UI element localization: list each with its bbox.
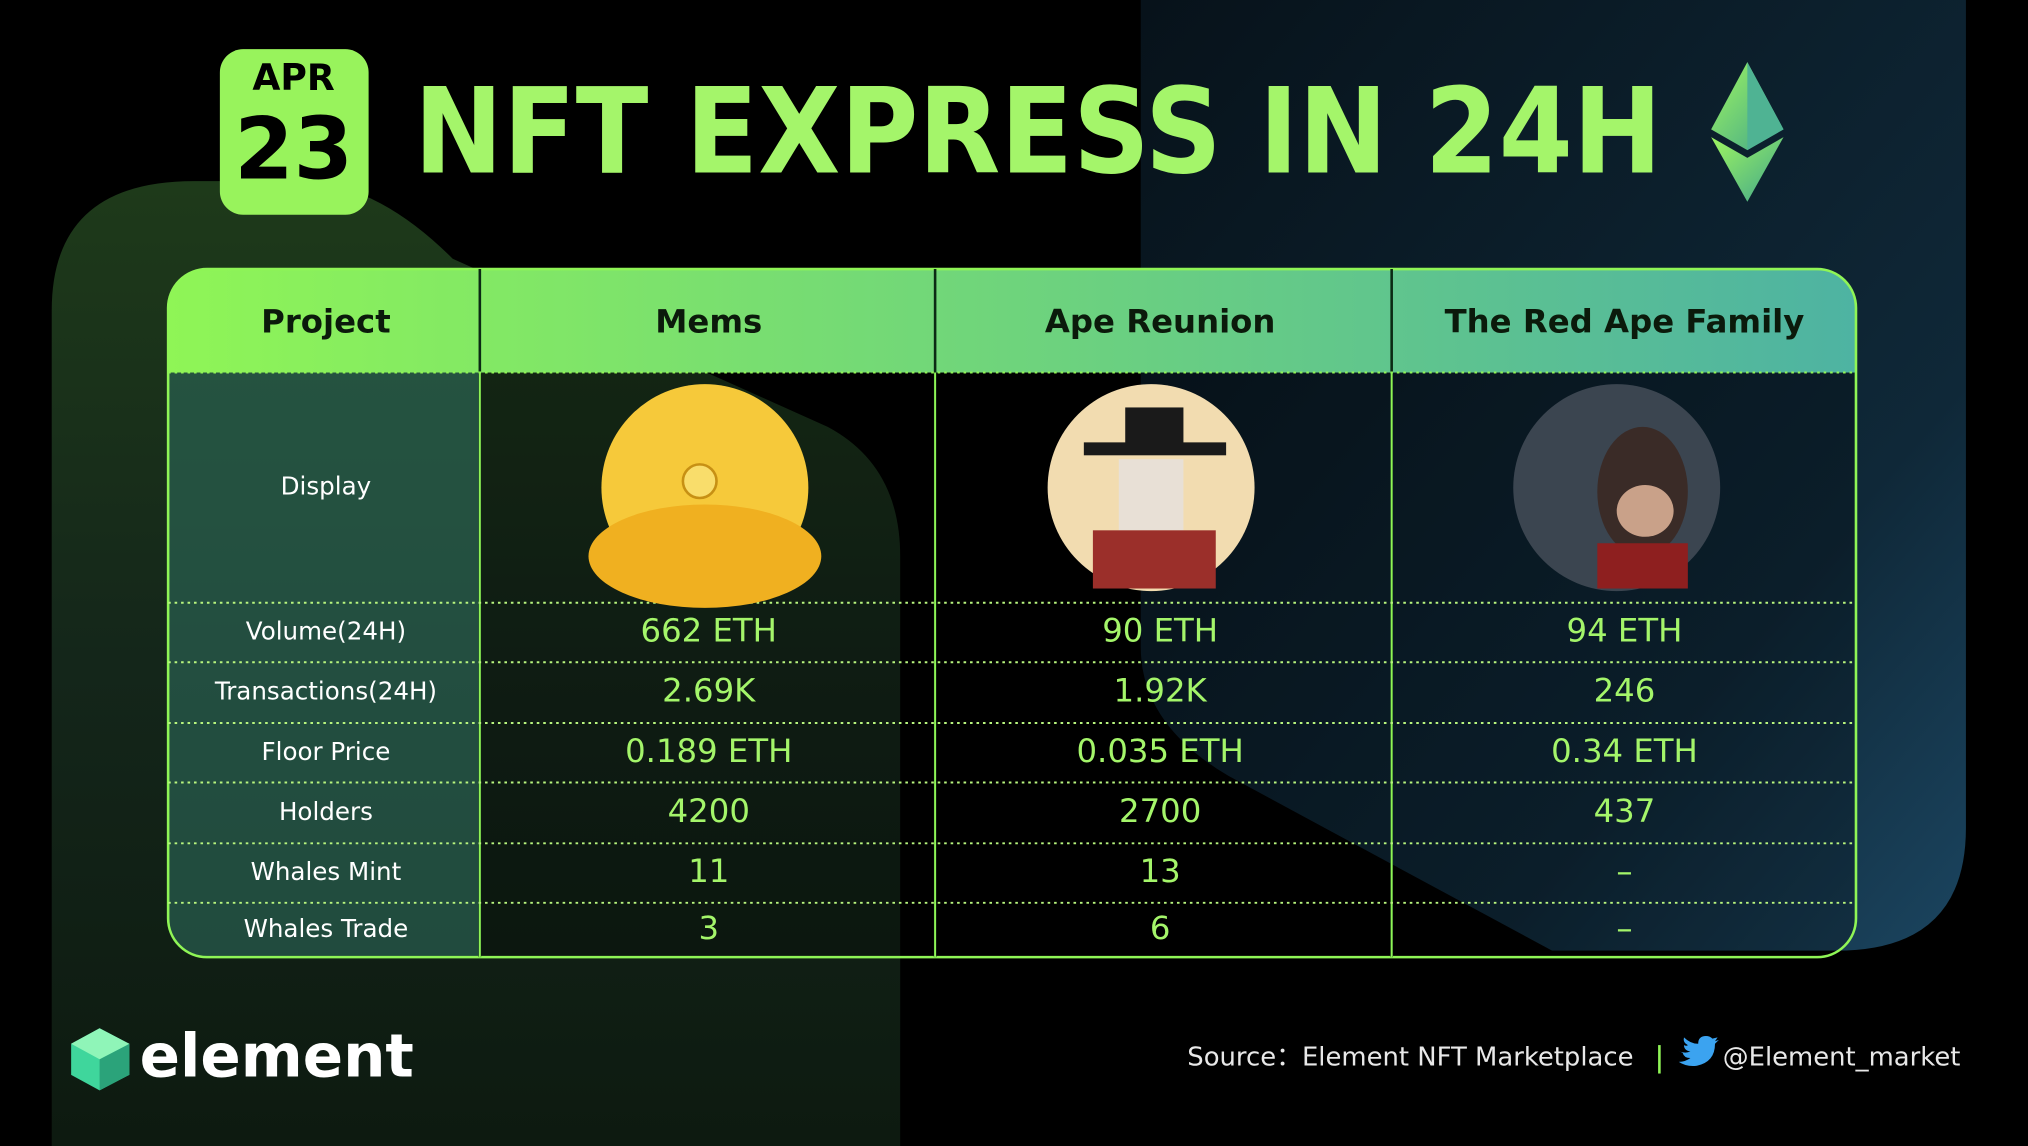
element-logo xyxy=(71,1028,130,1091)
column-header: Mems xyxy=(655,302,762,340)
cell-value: 6 xyxy=(1150,909,1171,947)
cell-value: 437 xyxy=(1594,792,1656,830)
eth-logo xyxy=(1711,62,1784,202)
cell-value: 94 ETH xyxy=(1567,611,1683,649)
table-cells: Project Mems Ape Reunion The Red Ape Family… xyxy=(214,302,1805,947)
cell-value: 13 xyxy=(1140,852,1181,890)
source: Source：Element NFT Marketplace xyxy=(1187,1043,1633,1073)
cell-value: 0.035 ETH xyxy=(1076,732,1243,770)
column-header: Project xyxy=(261,302,390,340)
row-label: Transactions(24H) xyxy=(214,677,437,706)
cell-value: 662 ETH xyxy=(641,611,777,649)
cell-value: 0.189 ETH xyxy=(625,732,792,770)
cell-value: 246 xyxy=(1594,672,1656,710)
row-label: Display xyxy=(281,472,372,501)
twitter-icon xyxy=(1677,1036,1719,1067)
row-label: Volume(24H) xyxy=(246,616,406,645)
cell-value: 1.92K xyxy=(1114,672,1208,710)
twitter-handle: @Element_market xyxy=(1723,1043,1961,1073)
row-label: Holders xyxy=(279,797,373,826)
row-label: Whales Mint xyxy=(251,857,402,886)
table-bg xyxy=(168,269,1856,958)
date-month: APR xyxy=(252,56,335,99)
row-label: Whales Trade xyxy=(244,914,409,943)
title: NFT EXPRESS IN 24H xyxy=(414,63,1662,201)
column-header: The Red Ape Family xyxy=(1445,302,1805,340)
cell-value: 2700 xyxy=(1119,792,1201,830)
date-box xyxy=(219,49,369,215)
cell-value: 4200 xyxy=(668,792,750,830)
date-day: 23 xyxy=(234,101,353,200)
cell-value: 11 xyxy=(688,852,729,890)
row-label: Floor Price xyxy=(262,737,391,766)
cell-value: – xyxy=(1616,852,1632,890)
cell-value: 0.34 ETH xyxy=(1551,732,1698,770)
cell-value: 90 ETH xyxy=(1102,611,1218,649)
column-header: Ape Reunion xyxy=(1045,302,1276,340)
cell-value: 3 xyxy=(698,909,719,947)
cell-value: – xyxy=(1616,909,1632,947)
cell-value: 2.69K xyxy=(662,672,756,710)
table-border xyxy=(166,267,1858,959)
table-grid xyxy=(168,269,1856,958)
brand: element xyxy=(140,1023,414,1092)
nft-images xyxy=(588,384,1721,608)
